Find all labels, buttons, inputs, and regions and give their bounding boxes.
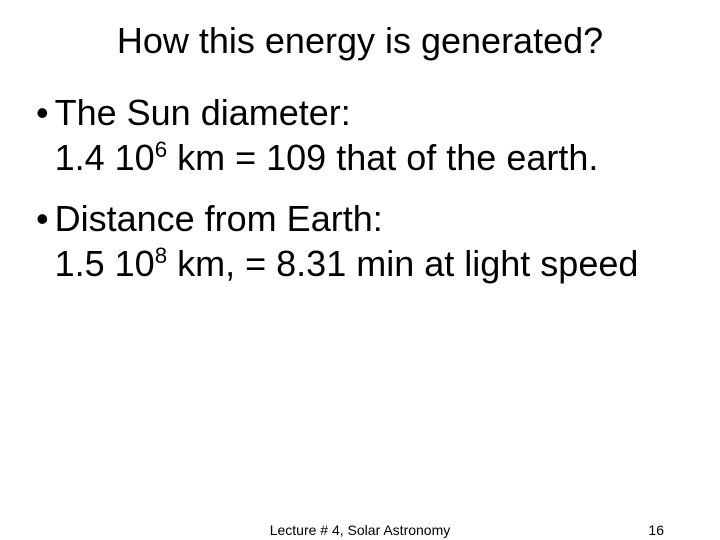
bullet-dot-icon: •: [36, 196, 49, 241]
bullet-text: The Sun diameter: 1.4 106 km = 109 that …: [55, 90, 690, 180]
bullet-value-post: km, = 8.31 min at light speed: [167, 243, 638, 284]
bullet-value-post: km = 109 that of the earth.: [167, 137, 598, 178]
slide-title: How this energy is generated?: [30, 20, 690, 62]
bullet-lead: The Sun diameter:: [55, 92, 351, 133]
bullet-value-pre: 1.5 10: [55, 243, 155, 284]
slide: How this energy is generated? • The Sun …: [0, 0, 720, 540]
bullet-exponent: 6: [155, 137, 167, 162]
footer-center-text: Lecture # 4, Solar Astronomy: [0, 522, 720, 538]
bullet-dot-icon: •: [36, 90, 49, 135]
bullet-value-pre: 1.4 10: [55, 137, 155, 178]
bullet-text: Distance from Earth: 1.5 108 km, = 8.31 …: [55, 196, 690, 286]
page-number: 16: [648, 522, 664, 538]
bullet-lead: Distance from Earth:: [55, 198, 383, 239]
list-item: • Distance from Earth: 1.5 108 km, = 8.3…: [36, 196, 690, 286]
list-item: • The Sun diameter: 1.4 106 km = 109 tha…: [36, 90, 690, 180]
bullet-list: • The Sun diameter: 1.4 106 km = 109 tha…: [30, 90, 690, 286]
bullet-exponent: 8: [155, 243, 167, 268]
